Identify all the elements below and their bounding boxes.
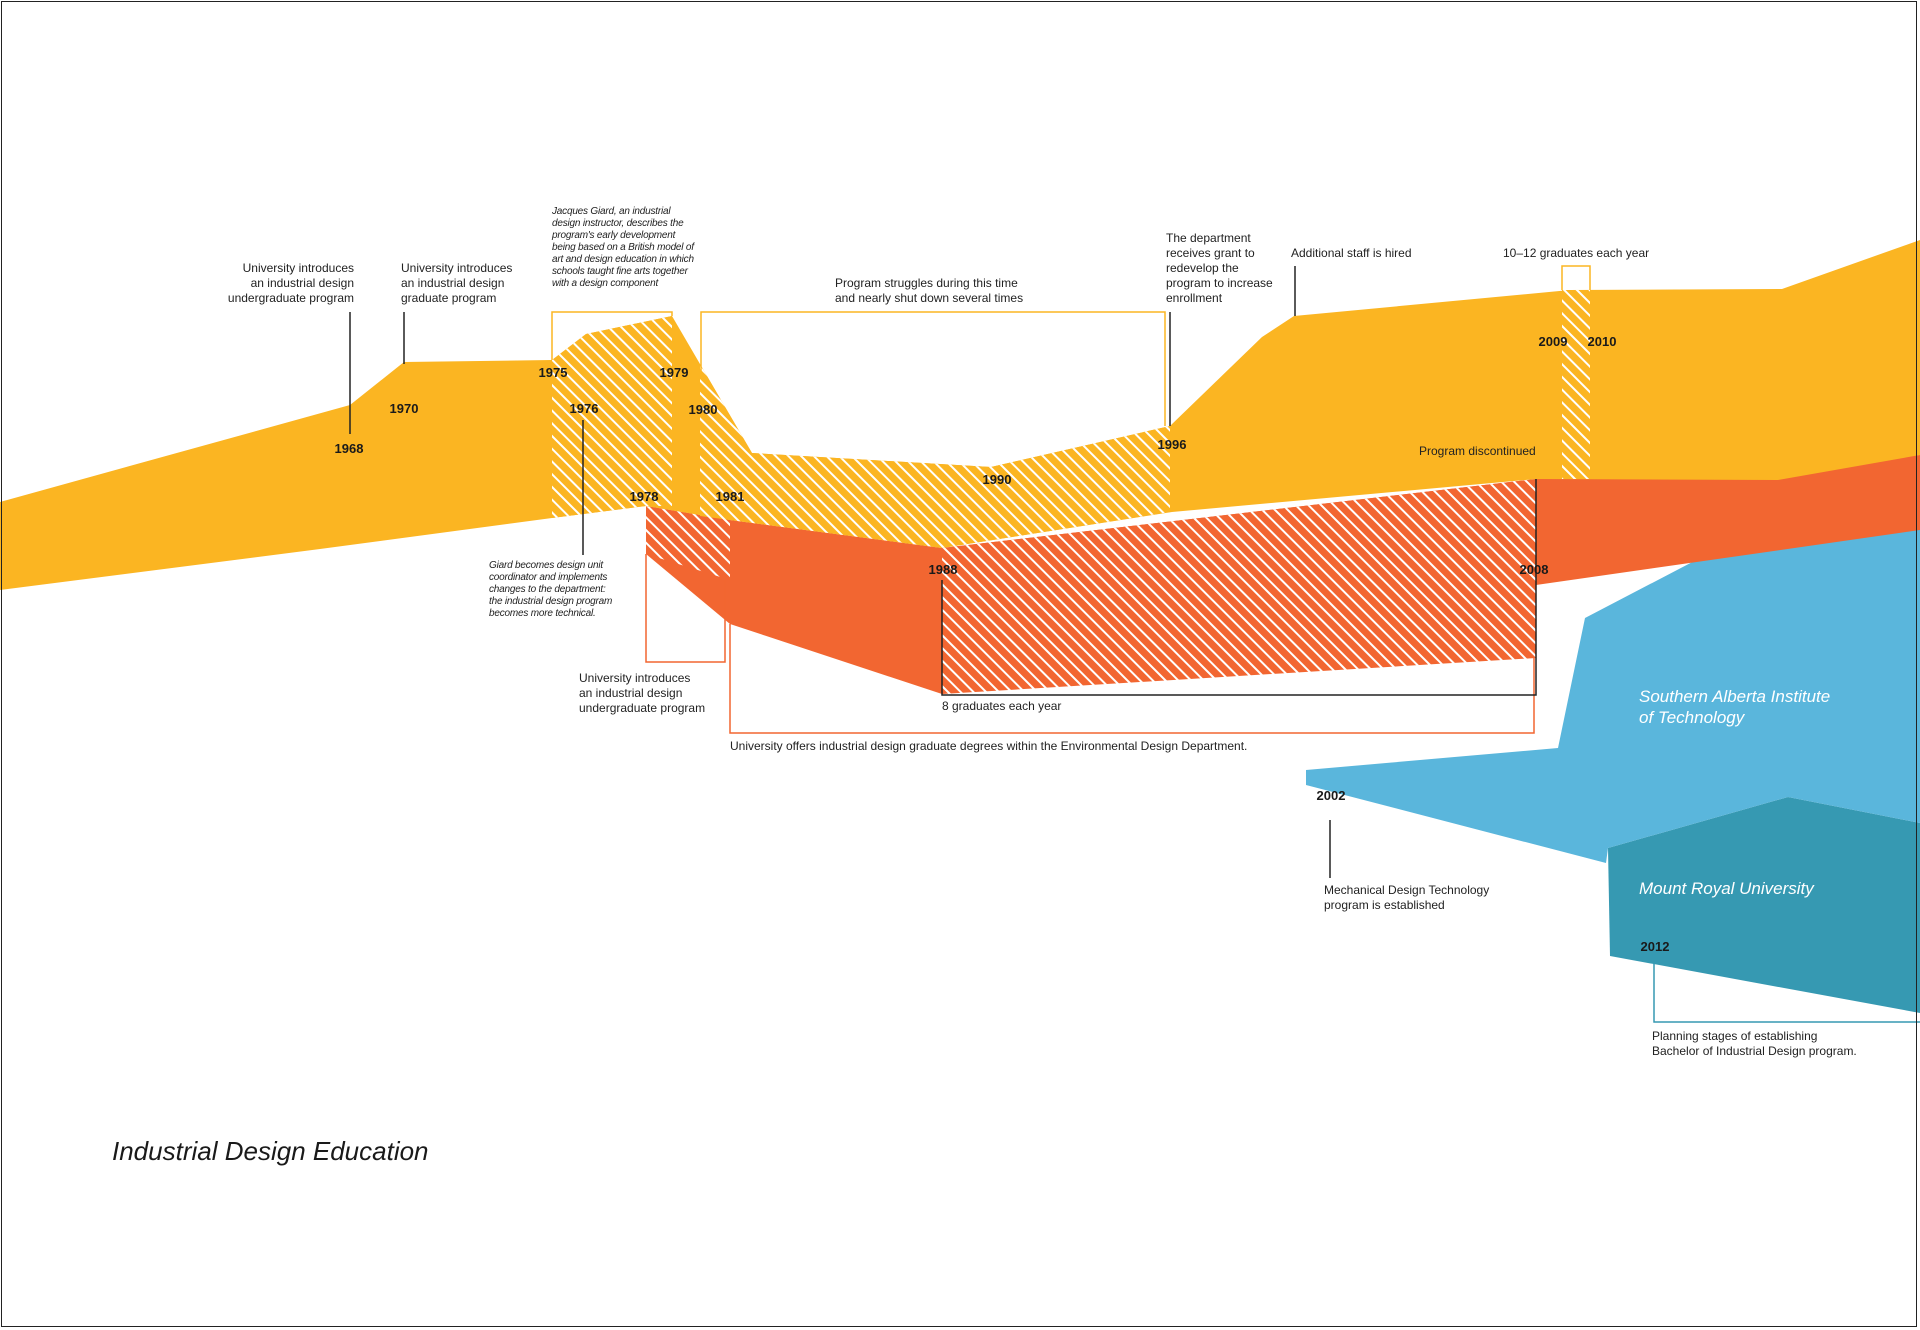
annotation-discontinued: Program discontinued <box>1419 444 1536 458</box>
annotation-staff: Additional staff is hired <box>1291 246 1412 260</box>
annotation-grads-8: 8 graduates each year <box>942 699 1062 713</box>
year-2010: 2010 <box>1587 334 1617 349</box>
annotation-giard-coordinator: Giard becomes design unit coordinator an… <box>489 560 613 619</box>
university-hatch-2009 <box>1562 290 1590 479</box>
year-1981: 1981 <box>715 489 745 504</box>
annotation-struggles: Program struggles during this time and n… <box>835 276 1024 305</box>
year-1990: 1990 <box>982 472 1012 487</box>
year-1978: 1978 <box>629 489 659 504</box>
year-1980: 1980 <box>688 402 718 417</box>
year-2012: 2012 <box>1640 939 1670 954</box>
annotation-mech-design: Mechanical Design Technology program is … <box>1324 883 1490 912</box>
bracket-planning <box>1653 963 1920 1023</box>
annotation-grad-1970: University introduces an industrial desi… <box>401 261 513 305</box>
bracket-1978-undergrad <box>645 554 726 663</box>
year-2008: 2008 <box>1519 562 1549 577</box>
annotation-env-design: University offers industrial design grad… <box>730 739 1248 753</box>
year-1976: 1976 <box>569 401 599 416</box>
graduate-hatch-struggle <box>942 479 1536 694</box>
bracket-struggle <box>700 311 1166 426</box>
year-1979: 1979 <box>659 365 689 380</box>
year-1968: 1968 <box>334 441 364 456</box>
annotation-grant-1996: The department receives grant to redevel… <box>1166 231 1273 305</box>
stream-label-mru: Mount Royal University <box>1639 879 1814 898</box>
annotation-planning: Planning stages of establishing Bachelor… <box>1652 1029 1857 1058</box>
brackets <box>551 265 1920 1023</box>
year-1988: 1988 <box>928 562 958 577</box>
year-1970: 1970 <box>389 401 419 416</box>
page-title: Industrial Design Education <box>112 1136 429 1166</box>
bracket-2009-2010 <box>1561 265 1591 290</box>
leader-lines <box>349 266 1331 878</box>
mru-stream <box>1608 797 1920 1013</box>
year-2002: 2002 <box>1316 788 1346 803</box>
sait-stream <box>1306 525 1920 863</box>
stream-label-sait: Southern Alberta Institute of Technology <box>1639 687 1831 727</box>
year-1996: 1996 <box>1157 437 1187 452</box>
annotation-undergrad-1978: University introduces an industrial desi… <box>579 671 706 715</box>
bracket-1975-1979 <box>551 311 673 360</box>
university-stream <box>0 240 1920 590</box>
year-1975: 1975 <box>538 365 568 380</box>
year-2009: 2009 <box>1538 334 1568 349</box>
annotation-giard-quote: Jacques Giard, an industrial design inst… <box>552 206 694 289</box>
bracket-8-graduates <box>941 479 1537 696</box>
graduate-hatch-early <box>646 506 730 580</box>
annotation-grads-1012: 10–12 graduates each year <box>1503 246 1650 260</box>
annotation-undergrad-1968: University introduces an industrial desi… <box>227 261 354 305</box>
university-hatch-1975 <box>552 316 672 518</box>
university-hatch-struggle <box>700 364 1170 548</box>
